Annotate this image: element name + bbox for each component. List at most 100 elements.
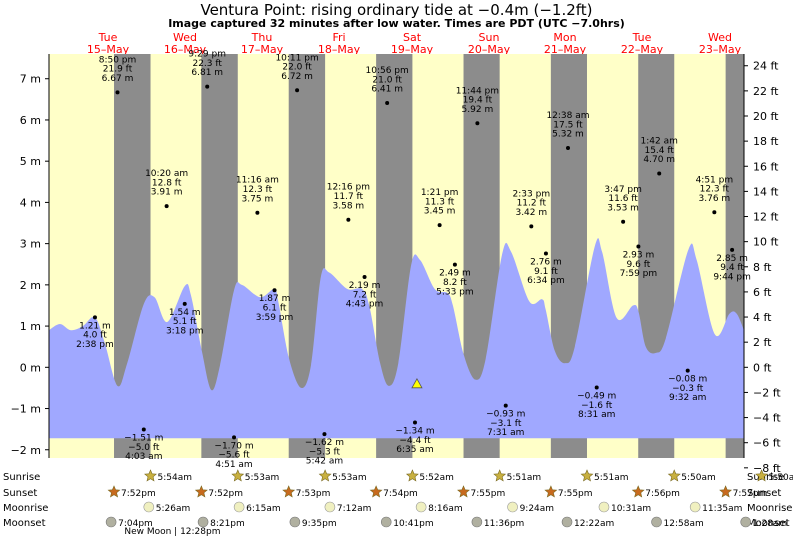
tide-event-text: 5.92 m — [462, 105, 494, 115]
tide-event-text: 3.58 m — [333, 201, 365, 211]
tide-event-text: 2.49 m — [439, 269, 471, 279]
sunset-star-icon — [369, 485, 383, 498]
tide-event-text: 19.4 ft — [463, 96, 493, 106]
low-tide-label: −0.49 m−1.6 ft8:31 am — [577, 392, 616, 421]
left-tick-label: 3 m — [20, 238, 41, 251]
sunset-star-icon — [719, 485, 733, 498]
left-tick-label: 7 m — [20, 73, 41, 86]
tide-event-text: −1.70 m — [214, 441, 253, 451]
tide-event-text: 11.7 ft — [334, 192, 364, 202]
tide-event-text: 9:29 pm — [188, 50, 226, 60]
tide-event-text: 5.1 ft — [173, 317, 197, 327]
moonset-time: 7:04pm — [118, 519, 153, 529]
sunset-time: 7:53pm — [296, 489, 331, 499]
right-tick-label: 24 ft — [753, 60, 779, 73]
tide-event-dot — [182, 301, 187, 306]
right-tick-label: 0 ft — [753, 361, 772, 374]
tide-event-text: 9.6 ft — [627, 260, 651, 270]
tide-event-text: 12.3 ft — [700, 185, 730, 195]
tide-event-text: 17.5 ft — [553, 120, 583, 130]
tide-event-text: 2:38 pm — [76, 340, 114, 350]
tide-event-text: 11.6 ft — [608, 194, 638, 204]
sunrise-time: 5:54am — [158, 473, 193, 483]
day-date: 23–May — [699, 43, 742, 56]
left-tick-label: −2 m — [11, 444, 41, 457]
tide-event-text: 8:31 am — [578, 410, 615, 420]
day-name: Sun — [479, 31, 500, 44]
low-tide-label: 2.76 m9.1 ft6:34 pm — [527, 258, 565, 287]
tide-event-dot — [565, 145, 570, 150]
day-name: Sat — [403, 31, 422, 44]
day-date: 17–May — [241, 43, 284, 56]
right-tick-label: −6 ft — [753, 437, 781, 450]
moonrise-icon — [143, 501, 155, 513]
tide-event-text: 6.1 ft — [263, 304, 287, 314]
day-date: 19–May — [391, 43, 434, 56]
tide-event-text: 3.75 m — [242, 194, 274, 204]
sunset-time: 7:56pm — [645, 489, 680, 499]
tide-event-dot — [529, 224, 534, 229]
low-tide-label: −1.62 m−5.3 ft5:42 am — [305, 438, 344, 467]
sunrise-star-icon — [405, 469, 419, 482]
day-name: Tue — [632, 31, 652, 44]
tide-event-text: 9.4 ft — [720, 263, 744, 273]
tide-event-text: 9.1 ft — [534, 267, 558, 277]
tide-event-text: −1.34 m — [395, 427, 434, 437]
moonrise-icon — [415, 501, 427, 513]
tide-event-text: 12.3 ft — [243, 185, 273, 195]
tide-event-text: 6:35 am — [396, 445, 433, 455]
tide-event-dot — [362, 275, 367, 280]
day-date: 16–May — [164, 43, 207, 56]
sunrise-time: 5:50am — [681, 473, 716, 483]
tide-event-text: 3.76 m — [699, 194, 731, 204]
tide-event-dot — [594, 385, 599, 390]
sunrise-star-icon — [755, 469, 769, 482]
tide-event-text: 2:33 pm — [513, 189, 551, 199]
tide-event-text: 6.67 m — [102, 74, 134, 84]
day-name: Fri — [332, 31, 345, 44]
sunset-time: 7:57pm — [733, 489, 768, 499]
day-date: 15–May — [87, 43, 130, 56]
tide-event-text: 2.76 m — [530, 258, 562, 268]
tide-event-text: 3.91 m — [151, 188, 183, 198]
low-tide-label: 2.19 m7.2 ft4:43 pm — [346, 281, 384, 310]
moonset-time: 9:35pm — [302, 519, 337, 529]
moonrise-row-label-right: Moonrise — [747, 503, 792, 514]
sunset-row-label: Sunset — [3, 488, 37, 499]
left-tick-label: 0 m — [20, 361, 41, 374]
moonrise-time: 6:15am — [246, 504, 280, 514]
day-date: 22–May — [621, 43, 664, 56]
tide-event-dot — [412, 420, 417, 425]
day-name: Tue — [98, 31, 118, 44]
moonset-time: 11:36pm — [484, 519, 524, 529]
tide-event-text: −1.62 m — [305, 438, 344, 448]
tide-event-text: 7.2 ft — [353, 290, 377, 300]
tide-event-text: 5:42 am — [306, 457, 343, 467]
tide-event-text: 1.87 m — [259, 294, 291, 304]
right-tick-label: 4 ft — [753, 311, 772, 324]
right-tick-label: −8 ft — [753, 462, 781, 475]
left-tick-label: 5 m — [20, 155, 41, 168]
low-tide-label: −1.70 m−5.6 ft4:51 am — [214, 441, 253, 470]
low-tide-label: 2.93 m9.6 ft7:59 pm — [620, 251, 658, 280]
astronomy-table: Sunrise Sunrise Sunset Sunset Moonrise Moonri… — [3, 469, 793, 537]
moonset-time: 8:21pm — [210, 519, 245, 529]
low-tide-label: −0.08 m−0.3 ft9:32 am — [668, 375, 707, 404]
chart-title: Ventura Point: rising ordinary tide at −… — [200, 1, 592, 19]
tide-event-text: 22.3 ft — [192, 59, 222, 69]
tide-event-dot — [621, 219, 626, 224]
right-tick-label: 6 ft — [753, 286, 772, 299]
moonrise-time: 9:24am — [520, 504, 555, 514]
day-labels: Tue15–MayWed16–MayThu17–MayFri18–MaySat1… — [87, 31, 742, 56]
tide-event-dot — [730, 247, 735, 252]
moonrise-icon — [689, 501, 701, 513]
sunset-time: 7:55pm — [471, 489, 506, 499]
low-tide-label: 1.87 m6.1 ft3:59 pm — [256, 294, 294, 323]
tide-event-text: 12:16 pm — [327, 183, 370, 193]
